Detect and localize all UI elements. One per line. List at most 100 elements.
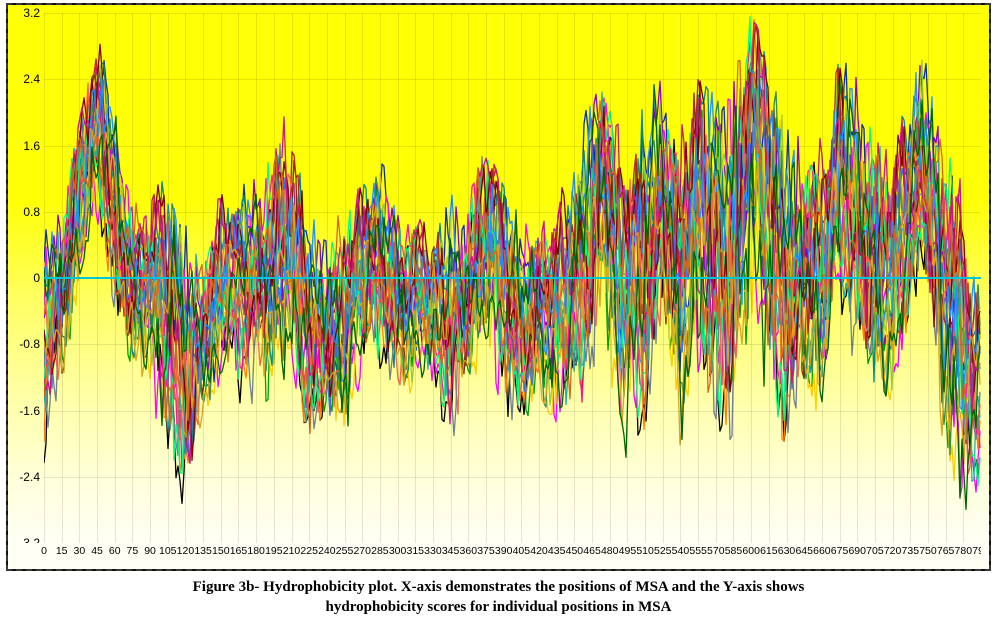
x-tick-label: 375 (477, 545, 495, 557)
x-tick-label: 690 (848, 545, 866, 557)
x-tick-label: 120 (177, 545, 195, 557)
grid-line-v (574, 13, 575, 543)
grid-line-v (875, 13, 876, 543)
x-tick-label: 420 (530, 545, 548, 557)
x-tick-label: 330 (424, 545, 442, 557)
grid-line-v (521, 13, 522, 543)
x-tick-label: 525 (654, 545, 672, 557)
grid-line-v (963, 13, 964, 543)
x-tick-label: 285 (371, 545, 389, 557)
x-tick-label: 780 (955, 545, 973, 557)
grid-line-v (769, 13, 770, 543)
grid-line-v (238, 13, 239, 543)
x-tick-label: 435 (548, 545, 566, 557)
x-tick-label: 570 (707, 545, 725, 557)
x-tick-label: 510 (636, 545, 654, 557)
grid-line-v (910, 13, 911, 543)
grid-line-v (309, 13, 310, 543)
x-tick-label: 630 (778, 545, 796, 557)
grid-line-v (221, 13, 222, 543)
x-tick-label: 495 (619, 545, 637, 557)
y-tick-label: 3.2 (23, 6, 40, 20)
y-tick-label: 2.4 (23, 72, 40, 86)
y-axis: -3.2-2.4-1.6-0.800.81.62.43.2 (8, 13, 44, 543)
grid-line-v (256, 13, 257, 543)
grid-line-v (680, 13, 681, 543)
x-tick-label: 0 (41, 545, 47, 557)
x-tick-label: 555 (689, 545, 707, 557)
grid-line-v (168, 13, 169, 543)
grid-line-v (132, 13, 133, 543)
x-tick-label: 540 (672, 545, 690, 557)
chart-right-strip (981, 13, 989, 543)
x-tick-label: 45 (91, 545, 103, 557)
grid-line-v (486, 13, 487, 543)
grid-line-v (893, 13, 894, 543)
grid-line-v (203, 13, 204, 543)
x-tick-label: 165 (230, 545, 248, 557)
x-tick-label: 675 (831, 545, 849, 557)
chart-corner-br (981, 543, 989, 569)
x-tick-label: 75 (127, 545, 139, 557)
x-tick-label: 405 (513, 545, 531, 557)
x-tick-label: 735 (902, 545, 920, 557)
x-tick-label: 270 (353, 545, 371, 557)
grid-line-v (468, 13, 469, 543)
y-tick-label: 0.8 (23, 205, 40, 219)
x-tick-label: 360 (460, 545, 478, 557)
grid-line-v (627, 13, 628, 543)
grid-line-v (433, 13, 434, 543)
x-tick-label: 600 (742, 545, 760, 557)
x-tick-label: 30 (74, 545, 86, 557)
x-tick-label: 315 (406, 545, 424, 557)
chart-frame: -3.2-2.4-1.6-0.800.81.62.43.2 0153045607… (6, 3, 991, 571)
x-tick-label: 465 (583, 545, 601, 557)
grid-line-v (787, 13, 788, 543)
x-tick-label: 60 (109, 545, 121, 557)
grid-line-v (716, 13, 717, 543)
grid-line-v (292, 13, 293, 543)
y-tick-label: 0 (33, 271, 40, 285)
grid-line-v (733, 13, 734, 543)
grid-line-v (663, 13, 664, 543)
x-tick-label: 615 (760, 545, 778, 557)
grid-line-v (592, 13, 593, 543)
x-tick-label: 90 (144, 545, 156, 557)
grid-line-v (185, 13, 186, 543)
grid-line-v (380, 13, 381, 543)
x-tick-label: 105 (159, 545, 177, 557)
x-tick-label: 345 (442, 545, 460, 557)
x-tick-label: 660 (813, 545, 831, 557)
x-tick-label: 450 (566, 545, 584, 557)
grid-line-v (645, 13, 646, 543)
plot-area (44, 13, 981, 543)
grid-line-v (362, 13, 363, 543)
grid-line-v (557, 13, 558, 543)
x-tick-label: 765 (937, 545, 955, 557)
grid-line-v (345, 13, 346, 543)
x-tick-label: 585 (725, 545, 743, 557)
grid-line-v (539, 13, 540, 543)
grid-line-v (415, 13, 416, 543)
grid-line-v (610, 13, 611, 543)
x-tick-label: 255 (336, 545, 354, 557)
x-tick-label: 480 (601, 545, 619, 557)
x-tick-label: 135 (194, 545, 212, 557)
grid-line-v (97, 13, 98, 543)
x-tick-label: 645 (795, 545, 813, 557)
x-axis: 0153045607590105120135150165180195210225… (44, 543, 981, 569)
x-tick-label: 720 (884, 545, 902, 557)
y-tick-label: -2.4 (19, 470, 40, 484)
grid-line-v (928, 13, 929, 543)
grid-line-v (398, 13, 399, 543)
caption-line-2: hydrophobicity scores for individual pos… (326, 599, 672, 615)
figure-caption: Figure 3b- Hydrophobicity plot. X-axis d… (19, 577, 979, 618)
grid-line-v (451, 13, 452, 543)
grid-line-v (751, 13, 752, 543)
x-tick-label: 150 (212, 545, 230, 557)
caption-line-1: Figure 3b- Hydrophobicity plot. X-axis d… (193, 579, 805, 595)
x-tick-label: 195 (265, 545, 283, 557)
grid-line-v (79, 13, 80, 543)
y-tick-label: -1.6 (19, 404, 40, 418)
x-tick-label: 300 (389, 545, 407, 557)
